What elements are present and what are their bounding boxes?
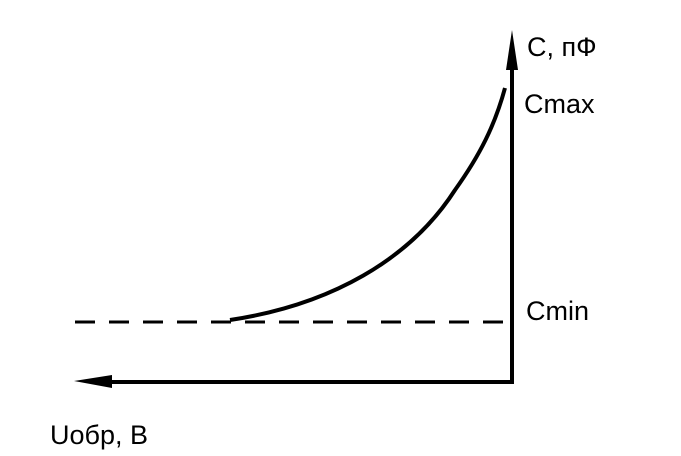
cmin-label: Cmin [526, 296, 589, 326]
cmax-label: Cmax [524, 89, 595, 119]
y-axis-label: C, пФ [527, 32, 597, 62]
capacitance-curve [229, 87, 507, 322]
x-axis-arrow [74, 375, 112, 388]
y-axis-arrow [506, 30, 518, 70]
x-axis-label: Uобр, В [50, 420, 148, 450]
